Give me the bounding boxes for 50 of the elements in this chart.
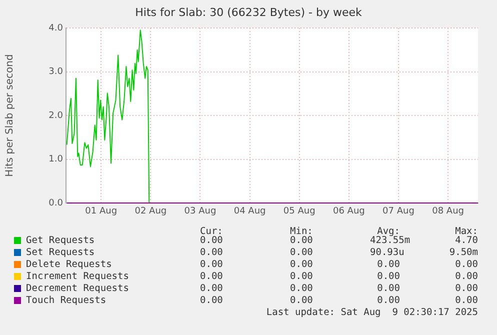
chart-title: Hits for Slab: 30 (66232 Bytes) - by week <box>134 6 363 19</box>
text: 4.70 <box>454 235 478 246</box>
text: Last update: Sat Aug 9 02:30:17 2025 <box>266 307 478 318</box>
text: Avg: <box>377 226 400 237</box>
x-tick-label: 08 Aug <box>432 206 464 217</box>
text: 0.00 <box>290 259 313 270</box>
text: 90.93u <box>370 247 404 258</box>
legend-label: Get Requests <box>26 235 95 246</box>
y-axis-title: Hits per Slab per second <box>4 54 16 177</box>
x-tick-label: 07 Aug <box>382 206 414 217</box>
text: 0.00 <box>290 283 313 294</box>
y-tick-label: 3.0 <box>48 67 64 78</box>
legend-label: Increment Requests <box>26 271 129 282</box>
x-tick-label: 05 Aug <box>283 206 316 217</box>
text: 0.00 <box>454 295 478 306</box>
text: 0.00 <box>376 295 400 306</box>
text: 0.00 <box>454 259 478 270</box>
x-tick-label: 02 Aug <box>134 206 167 217</box>
legend-label: Set Requests <box>26 247 95 258</box>
text: 0.00 <box>200 295 223 306</box>
x-tick-label: 04 Aug <box>234 206 266 217</box>
text: 0.00 <box>200 247 223 258</box>
text: Min: <box>290 226 313 237</box>
legend-label: Touch Requests <box>26 295 106 306</box>
text: 0.00 <box>200 259 223 270</box>
text: 423.55m <box>370 235 410 246</box>
legend-label: Decrement Requests <box>26 283 129 294</box>
y-tick-label: 2.0 <box>48 110 64 121</box>
text: 0.00 <box>290 295 313 306</box>
x-tick-label: 01 Aug <box>85 206 118 217</box>
y-tick-label: 0.0 <box>48 198 64 208</box>
text: 0.00 <box>454 283 478 294</box>
y-tick-label: 4.0 <box>48 23 64 34</box>
text: 0.00 <box>290 271 313 282</box>
text: 9.50m <box>448 247 478 258</box>
text: 0.00 <box>376 283 400 294</box>
x-tick-label: 03 Aug <box>184 206 216 217</box>
text: 0.00 <box>290 247 313 258</box>
text: Cur: <box>200 226 223 237</box>
text: 0.00 <box>200 235 223 246</box>
x-tick-label: 06 Aug <box>332 206 365 217</box>
legend-label: Delete Requests <box>26 259 112 270</box>
text: Max: <box>454 226 478 237</box>
text: 0.00 <box>376 271 400 282</box>
text: 0.00 <box>376 259 400 270</box>
text: 0.00 <box>200 271 223 282</box>
text: 0.00 <box>454 271 478 282</box>
text: 0.00 <box>290 235 313 246</box>
text: 0.00 <box>200 283 223 294</box>
y-tick-label: 1.0 <box>48 154 64 165</box>
